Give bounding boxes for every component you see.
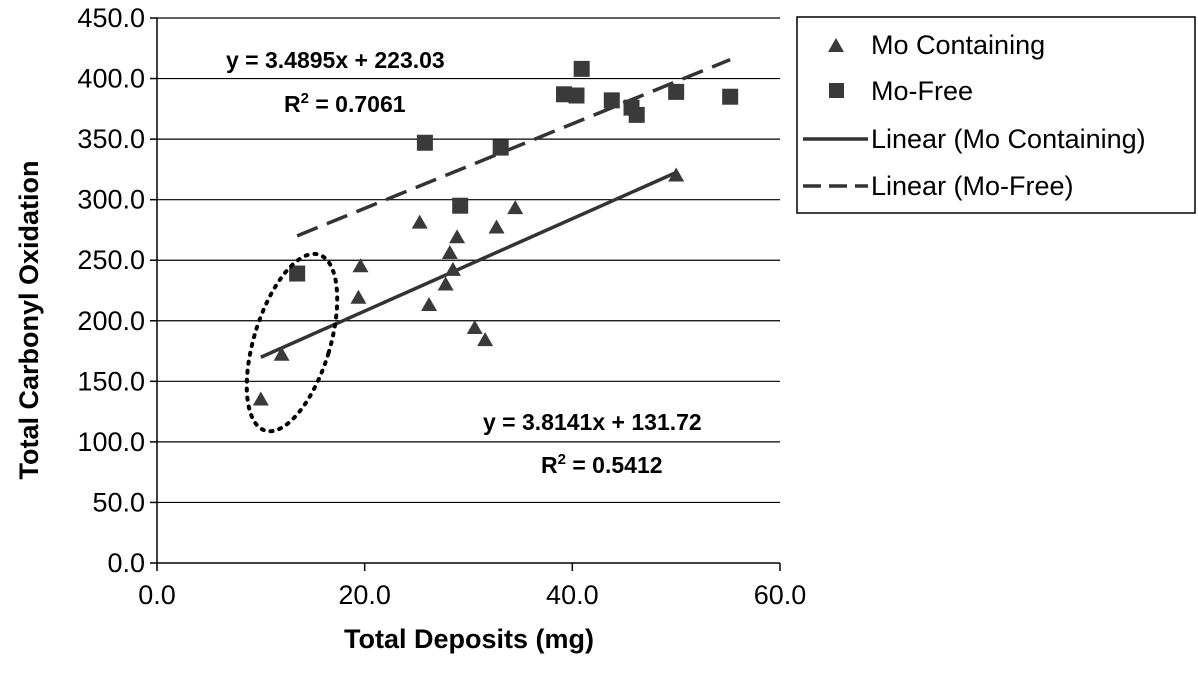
x-tick-label: 0.0 — [138, 580, 176, 610]
legend-label-linear-mo-free: Linear (Mo-Free) — [871, 171, 1074, 201]
x-tick-labels: 0.0 20.0 40.0 60.0 — [138, 580, 806, 610]
trendline-mo-containing — [260, 170, 677, 359]
point-mo-containing — [421, 297, 438, 312]
legend-label-mo-containing: Mo Containing — [871, 30, 1045, 60]
trendline-mo-free — [296, 57, 731, 238]
point-mo-containing — [444, 261, 461, 276]
point-mo-free — [556, 86, 573, 103]
point-mo-free — [452, 197, 469, 214]
y-tick-label: 0.0 — [107, 548, 145, 578]
point-mo-containing — [411, 214, 428, 229]
y-tick-label: 250.0 — [77, 245, 145, 275]
x-tick-label: 20.0 — [338, 580, 391, 610]
legend-label-linear-mo-containing: Linear (Mo Containing) — [871, 124, 1146, 154]
y-tick-label: 400.0 — [77, 64, 145, 94]
r2-mo-free: R2 = 0.7061 — [284, 90, 406, 117]
trendlines — [260, 57, 731, 359]
point-mo-containing — [466, 320, 483, 335]
point-mo-free — [568, 87, 585, 104]
point-mo-containing — [488, 219, 505, 234]
point-mo-containing — [273, 346, 290, 361]
annotation — [244, 251, 340, 434]
y-tick-labels: 0.0 50.0 100.0 150.0 200.0 250.0 300.0 350.0 400… — [77, 3, 145, 578]
point-mo-free — [289, 265, 306, 282]
point-mo-free — [573, 60, 590, 77]
y-tick-label: 50.0 — [92, 487, 145, 517]
point-mo-free — [628, 106, 645, 123]
legend: Mo Containing Mo-Free Linear (Mo Contain… — [796, 16, 1196, 214]
point-mo-free — [722, 88, 739, 105]
point-mo-free — [492, 139, 509, 156]
point-mo-containing — [441, 244, 458, 259]
legend-square-icon — [829, 83, 844, 98]
x-axis-title: Total Deposits (mg) — [344, 624, 594, 654]
axes — [150, 17, 781, 571]
legend-box — [796, 16, 1196, 214]
equation-mo-free: y = 3.4895x + 223.03 — [226, 47, 445, 73]
data-points — [252, 60, 739, 406]
point-mo-containing — [507, 200, 524, 215]
point-mo-containing — [668, 167, 685, 182]
y-tick-label: 450.0 — [77, 3, 145, 33]
x-tick-label: 60.0 — [754, 580, 807, 610]
x-tick-label: 40.0 — [546, 580, 599, 610]
y-tick-label: 200.0 — [77, 306, 145, 336]
point-mo-containing — [477, 332, 494, 347]
point-mo-free — [416, 134, 433, 151]
legend-triangle-icon — [828, 38, 844, 52]
y-axis-title: Total Carbonyl Oxidation — [14, 160, 44, 479]
point-mo-free — [603, 92, 620, 109]
point-mo-free — [668, 83, 685, 100]
y-tick-label: 300.0 — [77, 185, 145, 215]
y-tick-label: 150.0 — [77, 366, 145, 396]
point-mo-containing — [352, 258, 369, 273]
point-mo-containing — [252, 391, 269, 406]
legend-label-mo-free: Mo-Free — [871, 76, 973, 106]
point-mo-containing — [350, 289, 367, 304]
r2-mo-containing: R2 = 0.5412 — [541, 451, 663, 478]
y-tick-label: 350.0 — [77, 124, 145, 154]
point-mo-containing — [449, 229, 466, 244]
equation-mo-containing: y = 3.8141x + 131.72 — [483, 409, 702, 435]
dotted-ellipse-annotation — [244, 251, 340, 434]
y-tick-label: 100.0 — [77, 427, 145, 457]
point-mo-containing — [437, 276, 454, 291]
